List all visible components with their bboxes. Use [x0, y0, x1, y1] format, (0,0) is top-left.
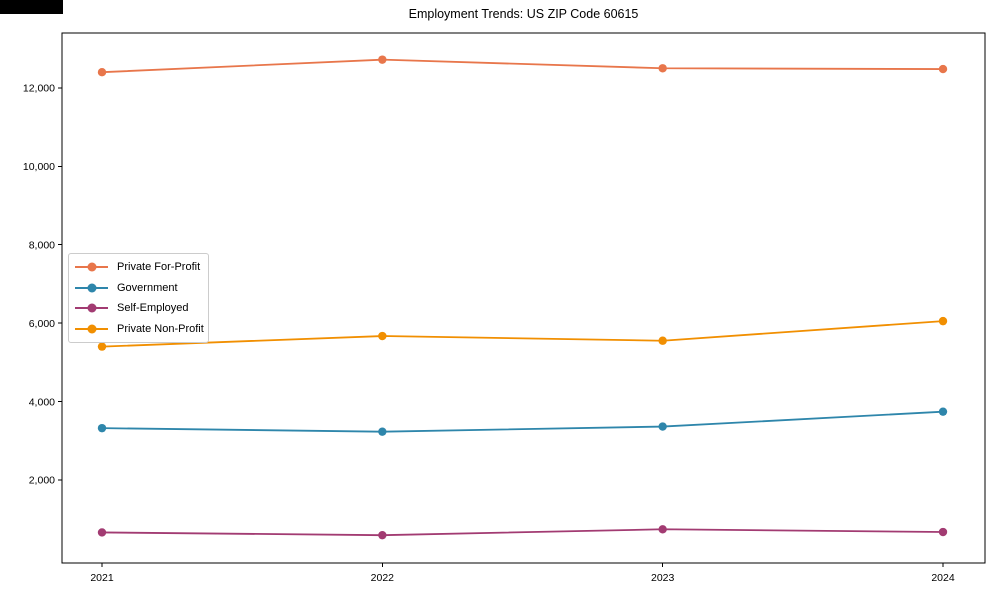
x-tick-label: 2021 — [90, 572, 114, 584]
data-point-marker — [97, 342, 107, 351]
data-point-marker — [938, 407, 948, 416]
y-tick-label: 4,000 — [29, 396, 55, 408]
data-point-marker — [938, 64, 948, 74]
legend-line-marker-swatch — [75, 283, 108, 293]
legend-item: Government — [75, 278, 202, 299]
data-point-marker — [938, 527, 948, 537]
legend-marker-dot — [87, 303, 96, 313]
data-point-marker — [938, 316, 948, 326]
legend-label: Private For-Profit — [117, 261, 201, 274]
data-point-marker — [97, 423, 107, 433]
legend-marker-dot — [87, 283, 96, 293]
data-point-marker — [378, 530, 387, 540]
data-point-marker — [378, 427, 387, 436]
data-point-marker — [378, 55, 387, 64]
data-point-marker — [97, 528, 107, 537]
x-tick-label: 2022 — [371, 572, 395, 584]
y-tick-label: 6,000 — [29, 318, 55, 330]
legend-line-marker-swatch — [75, 324, 108, 334]
data-point-marker — [378, 331, 387, 341]
y-tick-label: 10,000 — [23, 161, 55, 173]
legend-line-marker-swatch — [75, 262, 108, 272]
series-line — [101, 320, 944, 348]
legend-marker-dot — [87, 262, 96, 272]
black-corner-bar — [0, 0, 63, 14]
legend-line-marker-swatch — [75, 303, 108, 313]
series-line — [101, 58, 944, 74]
legend: Private For-Profit Government Self-Employe… — [68, 253, 209, 343]
legend-item: Private Non-Profit — [75, 319, 204, 340]
data-point-marker — [658, 336, 667, 345]
legend-item: Self-Employed — [75, 298, 202, 319]
legend-marker-dot — [87, 324, 96, 334]
legend-label: Government — [117, 281, 178, 294]
data-point-marker — [658, 64, 667, 73]
legend-item: Private For-Profit — [75, 257, 202, 278]
chart-title: Employment Trends: US ZIP Code 60615 — [408, 7, 639, 21]
data-point-marker — [97, 68, 107, 77]
axes-box — [61, 32, 986, 564]
y-tick-label: 12,000 — [23, 83, 55, 95]
legend-label: Self-Employed — [117, 302, 189, 315]
y-tick-label: 2,000 — [29, 475, 55, 487]
data-point-marker — [658, 422, 667, 431]
series-line — [101, 528, 944, 537]
data-point-marker — [658, 525, 667, 534]
series-line — [101, 410, 944, 433]
y-tick-label: 8,000 — [29, 239, 55, 251]
x-tick-label: 2023 — [651, 572, 675, 584]
x-tick-label: 2024 — [931, 572, 955, 584]
legend-label: Private Non-Profit — [117, 322, 204, 335]
